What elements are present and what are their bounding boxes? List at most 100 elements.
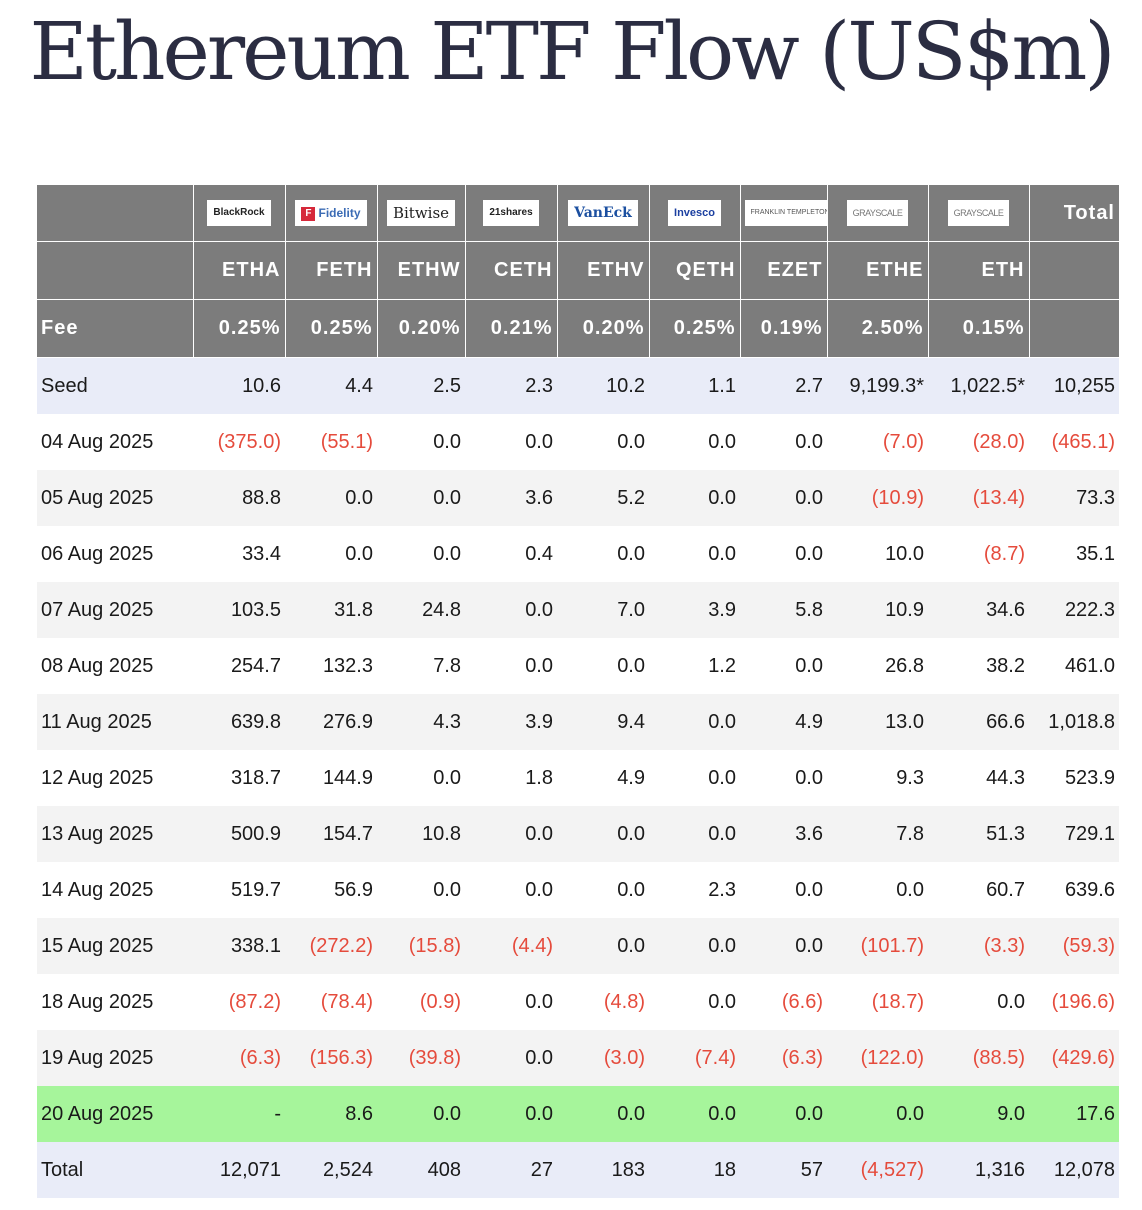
value-cell: 0.0 xyxy=(740,414,827,470)
value-cell: 0.0 xyxy=(557,1086,649,1142)
value-cell: (28.0) xyxy=(928,414,1029,470)
value-cell: 1.2 xyxy=(649,638,740,694)
table-row: 08 Aug 2025 254.7 132.3 7.8 0.0 0.0 1.2 0.0 26.8… xyxy=(37,638,1119,694)
issuer-cell: Bitwise xyxy=(377,185,466,242)
value-cell: 0.0 xyxy=(377,414,465,470)
value-cell: 4.9 xyxy=(740,694,827,750)
fee-total-blank-cell xyxy=(1029,299,1119,358)
value-cell: 31.8 xyxy=(285,582,377,638)
value-cell: (429.6) xyxy=(1029,1030,1119,1086)
value-cell: (78.4) xyxy=(285,974,377,1030)
value-cell: 0.0 xyxy=(649,806,740,862)
grayscale-logo: GRAYSCALE xyxy=(947,200,1010,226)
issuer-cell: GRAYSCALE xyxy=(827,185,929,242)
value-cell: 0.0 xyxy=(285,526,377,582)
value-cell: 9.0 xyxy=(928,1086,1029,1142)
table-row: 14 Aug 2025 519.7 56.9 0.0 0.0 0.0 2.3 0.0 0.0 60… xyxy=(37,862,1119,918)
value-cell: 0.0 xyxy=(649,750,740,806)
value-cell: 2.5 xyxy=(377,357,465,414)
value-cell: 18 xyxy=(649,1142,740,1198)
issuer-cell: VanEck xyxy=(557,185,650,242)
value-cell: 0.0 xyxy=(465,1086,557,1142)
fidelity-logo-text: Fidelity xyxy=(318,206,361,220)
value-cell: (88.5) xyxy=(928,1030,1029,1086)
value-cell: 1,316 xyxy=(928,1142,1029,1198)
value-cell: (8.7) xyxy=(928,526,1029,582)
value-cell: 44.3 xyxy=(928,750,1029,806)
value-cell: 0.0 xyxy=(649,470,740,526)
row-label: 19 Aug 2025 xyxy=(37,1030,193,1086)
value-cell: 24.8 xyxy=(377,582,465,638)
value-cell: 27 xyxy=(465,1142,557,1198)
value-cell: (3.0) xyxy=(557,1030,649,1086)
table-row: 11 Aug 2025 639.8 276.9 4.3 3.9 9.4 0.0 4.9 13.0… xyxy=(37,694,1119,750)
table-row: 06 Aug 2025 33.4 0.0 0.0 0.4 0.0 0.0 0.0 10.0 (8.… xyxy=(37,526,1119,582)
value-cell: (4,527) xyxy=(827,1142,928,1198)
table-row: 05 Aug 2025 88.8 0.0 0.0 3.6 5.2 0.0 0.0 (10.9)(… xyxy=(37,470,1119,526)
value-cell: 0.0 xyxy=(557,638,649,694)
fee-cell: 0.20% xyxy=(377,299,466,358)
value-cell: (465.1) xyxy=(1029,414,1119,470)
value-cell: 254.7 xyxy=(193,638,285,694)
issuer-cell: F Fidelity xyxy=(285,185,378,242)
value-cell: 0.0 xyxy=(740,638,827,694)
value-cell: 3.9 xyxy=(649,582,740,638)
value-cell: 4.3 xyxy=(377,694,465,750)
value-cell: 1.1 xyxy=(649,357,740,414)
issuer-cell: Invesco xyxy=(649,185,741,242)
value-cell: 154.7 xyxy=(285,806,377,862)
value-cell: 461.0 xyxy=(1029,638,1119,694)
fee-cell: 2.50% xyxy=(827,299,929,358)
value-cell: 10.0 xyxy=(827,526,928,582)
row-label: 20 Aug 2025 xyxy=(37,1086,193,1142)
value-cell: 10.8 xyxy=(377,806,465,862)
blackrock-logo: BlackRock xyxy=(207,200,271,226)
value-cell: 5.2 xyxy=(557,470,649,526)
value-cell: 1,018.8 xyxy=(1029,694,1119,750)
value-cell: 9,199.3* xyxy=(827,357,928,414)
value-cell: (7.0) xyxy=(827,414,928,470)
value-cell: 0.0 xyxy=(465,414,557,470)
row-label: 11 Aug 2025 xyxy=(37,694,193,750)
value-cell: 34.6 xyxy=(928,582,1029,638)
ticker-cell: ETHW xyxy=(377,241,466,300)
value-cell: 0.0 xyxy=(740,918,827,974)
fee-cell: 0.15% xyxy=(928,299,1030,358)
value-cell: 0.0 xyxy=(465,862,557,918)
ticker-blank-cell xyxy=(37,241,194,300)
total-row: Total 12,071 2,524 408 27 183 18 57 (4,527) 1,316… xyxy=(37,1142,1119,1198)
fee-cell: 0.25% xyxy=(649,299,741,358)
row-label: Seed xyxy=(37,357,193,414)
value-cell: 3.6 xyxy=(740,806,827,862)
value-cell: 10.9 xyxy=(827,582,928,638)
value-cell: (10.9) xyxy=(827,470,928,526)
row-label: 12 Aug 2025 xyxy=(37,750,193,806)
table-row: Seed 10.6 4.4 2.5 2.3 10.2 1.1 2.7 9,199.3* 1,022… xyxy=(37,357,1119,414)
value-cell: (7.4) xyxy=(649,1030,740,1086)
value-cell: 0.0 xyxy=(740,862,827,918)
value-cell: 729.1 xyxy=(1029,806,1119,862)
value-cell: 0.0 xyxy=(649,694,740,750)
value-cell: (3.3) xyxy=(928,918,1029,974)
value-cell: (15.8) xyxy=(377,918,465,974)
value-cell: (39.8) xyxy=(377,1030,465,1086)
value-cell: 0.0 xyxy=(740,526,827,582)
value-cell: 0.0 xyxy=(377,750,465,806)
value-cell: (272.2) xyxy=(285,918,377,974)
fee-label: Fee xyxy=(37,299,194,358)
table-row: 18 Aug 2025 (87.2) (78.4) (0.9) 0.0 (4.8) 0.0(… xyxy=(37,974,1119,1030)
value-cell: 5.8 xyxy=(740,582,827,638)
value-cell: 7.8 xyxy=(377,638,465,694)
vaneck-logo: VanEck xyxy=(568,200,638,226)
value-cell: 10,255 xyxy=(1029,357,1119,414)
row-label: 15 Aug 2025 xyxy=(37,918,193,974)
value-cell: 0.0 xyxy=(465,806,557,862)
value-cell: 9.3 xyxy=(827,750,928,806)
value-cell: 318.7 xyxy=(193,750,285,806)
value-cell: 0.0 xyxy=(377,526,465,582)
value-cell: 0.0 xyxy=(465,582,557,638)
value-cell: 0.0 xyxy=(285,470,377,526)
value-cell: 9.4 xyxy=(557,694,649,750)
value-cell: 51.3 xyxy=(928,806,1029,862)
ticker-cell: ETHV xyxy=(557,241,650,300)
